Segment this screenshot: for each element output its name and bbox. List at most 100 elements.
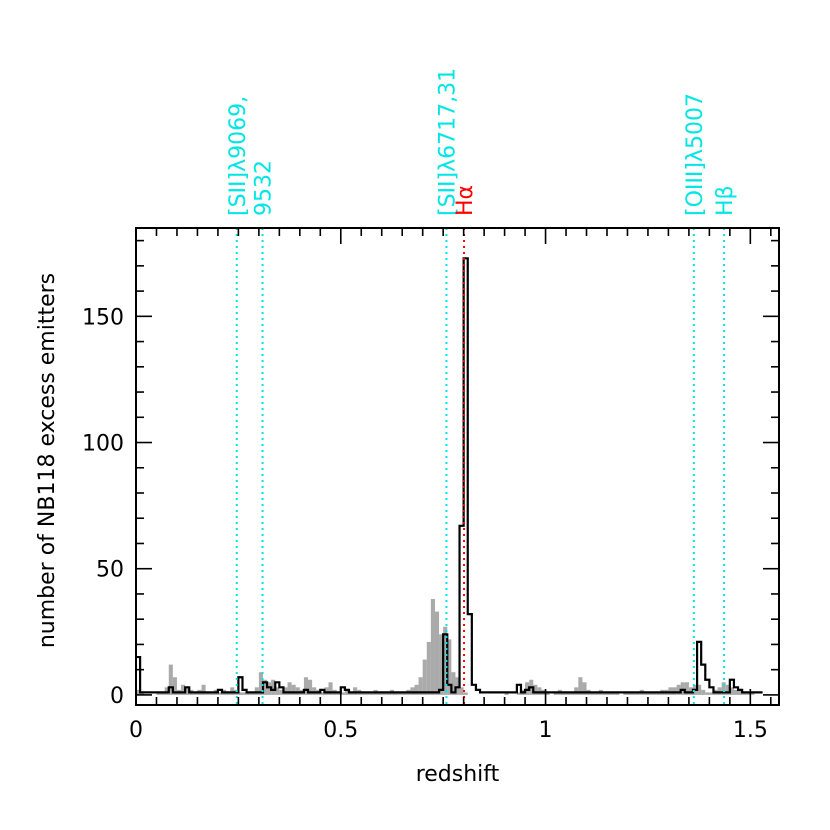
gray-bar: [414, 684, 419, 695]
x-axis-label: redshift: [416, 762, 500, 787]
gray-bar: [459, 687, 464, 695]
gray-bar: [553, 692, 558, 695]
gray-bar: [136, 689, 141, 695]
gray-bar: [430, 599, 435, 695]
gray-bar: [672, 687, 677, 695]
gray-bar: [676, 684, 681, 695]
plot-frame: [135, 227, 780, 706]
gray-bar: [283, 687, 288, 695]
gray-bar: [369, 692, 374, 695]
gray-bar: [717, 687, 722, 695]
y-tick-label: 150: [82, 305, 124, 330]
black-step-line: [136, 257, 763, 694]
gray-bar: [287, 682, 292, 695]
gray-bar: [410, 687, 415, 695]
gray-bar: [377, 692, 382, 695]
gray-bar: [733, 689, 739, 695]
gray-bar: [181, 684, 186, 695]
gray-bar: [643, 692, 648, 695]
gray-bar: [262, 679, 268, 695]
gray-bar: [230, 687, 235, 695]
gray-bar: [164, 687, 169, 695]
gray-bar: [275, 687, 280, 695]
gray-bar: [705, 692, 710, 695]
gray-bar: [451, 672, 456, 695]
gray-bar: [590, 692, 595, 695]
gray-bar: [422, 659, 427, 695]
gray-bar: [750, 692, 755, 695]
gray-bar: [402, 692, 407, 695]
emission-line-label: Hβ: [713, 185, 738, 216]
gray-bar: [209, 692, 214, 695]
gray-bar: [279, 689, 284, 695]
gray-bar: [361, 692, 366, 695]
gray-bar: [578, 677, 583, 695]
gray-bar: [398, 692, 403, 695]
gray-bar: [172, 677, 177, 695]
gray-bar: [455, 677, 460, 695]
x-tick-label: 1.5: [733, 718, 768, 743]
gray-bar: [267, 682, 272, 695]
emission-line-label: [SII]λ6717,31: [435, 68, 460, 216]
x-tick-label: 1: [539, 718, 553, 743]
gray-bar: [656, 692, 661, 695]
gray-bar: [426, 641, 431, 695]
gray-bar: [303, 677, 309, 695]
gray-bar: [340, 692, 345, 695]
gray-bar: [226, 692, 231, 695]
gray-bar: [516, 692, 521, 695]
gray-bar: [320, 692, 325, 695]
gray-bar: [246, 692, 251, 695]
gray-bar: [258, 672, 263, 695]
gray-bar: [185, 687, 190, 695]
gray-bar: [635, 692, 640, 695]
gray-bar: [627, 692, 632, 695]
emission-line-label: [SII]λ9069,: [226, 96, 251, 216]
gray-bar: [570, 692, 575, 695]
gray-bar: [623, 692, 628, 695]
gray-bar: [545, 692, 550, 695]
gray-bar: [729, 687, 734, 695]
gray-bar: [193, 692, 198, 695]
gray-bar: [701, 689, 706, 695]
gray-bar: [328, 682, 333, 695]
gray-bar: [504, 692, 509, 695]
gray-bar: [566, 692, 571, 695]
gray-bar: [602, 692, 607, 695]
gray-bar: [533, 684, 538, 695]
gray-bar: [324, 687, 329, 695]
gray-bar: [439, 634, 444, 695]
gray-bar: [611, 692, 616, 695]
gray-bar: [615, 692, 620, 695]
gray-bar: [156, 692, 161, 695]
gray-bar: [463, 692, 468, 695]
gray-bar: [201, 684, 206, 695]
gray-bar: [652, 692, 657, 695]
gray-bar: [434, 611, 440, 695]
gray-bar: [606, 692, 612, 695]
gray-histogram-series: [136, 599, 755, 695]
gray-bar: [721, 682, 726, 695]
gray-bar: [582, 682, 587, 695]
gray-bar: [344, 689, 349, 695]
gray-bar: [312, 687, 317, 695]
gray-bar: [250, 692, 255, 695]
gray-bar: [295, 687, 300, 695]
gray-bar: [353, 687, 358, 695]
gray-bar: [242, 692, 247, 695]
black-histogram-series: [136, 257, 763, 694]
gray-bar: [418, 677, 423, 695]
gray-bar: [537, 687, 542, 695]
gray-bar: [217, 692, 223, 695]
y-axis-label: number of NB118 excess emitters: [35, 273, 60, 648]
emission-line-label: Hα: [453, 185, 478, 216]
gray-bar: [291, 684, 296, 695]
gray-bar: [680, 682, 685, 695]
gray-bar: [709, 692, 714, 695]
gray-bar: [447, 639, 452, 695]
gray-bar: [140, 692, 145, 695]
gray-bar: [725, 684, 730, 695]
gray-bar: [381, 692, 386, 695]
gray-bar: [688, 687, 693, 695]
